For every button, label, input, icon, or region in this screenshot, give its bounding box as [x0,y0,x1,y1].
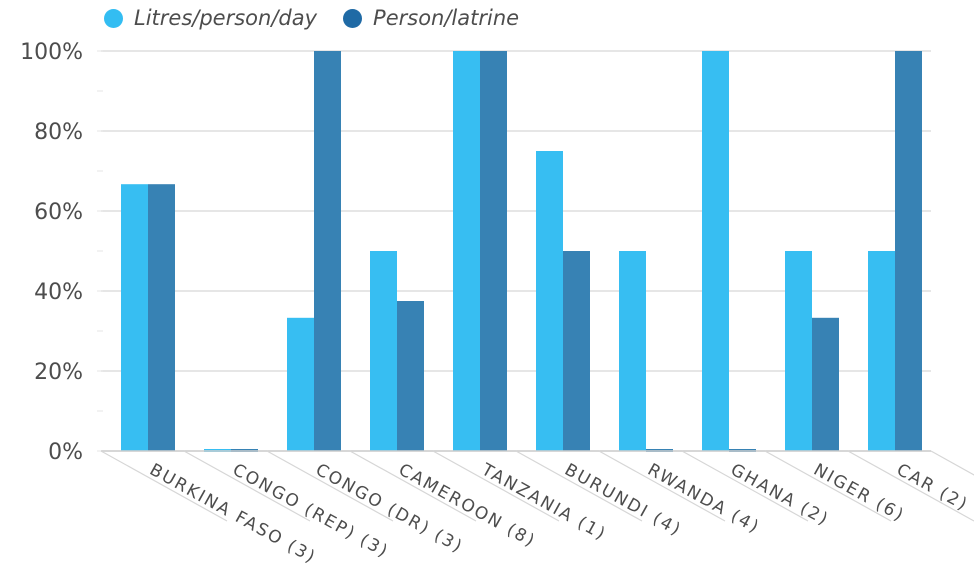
bar-layer [121,51,922,452]
bar-litres [287,317,314,451]
bar-litres [619,251,646,451]
bar-litres [868,251,895,451]
x-category-separator [515,450,643,522]
chart-legend: Litres/person/day Person/latrine [104,6,545,30]
bar-litres [702,51,729,451]
bar-latrine [314,51,341,451]
x-category-separator [100,450,228,522]
bar-latrine [563,251,590,451]
y-tick-label: 40% [34,280,83,305]
x-category-separator [349,450,477,522]
x-category-separator [847,450,974,522]
y-tick-label: 20% [34,360,83,385]
bar-latrine [148,184,175,451]
x-category-separator [930,450,974,476]
bar-litres [370,251,397,451]
bar-latrine [812,317,839,451]
legend-swatch-latrine [343,8,363,28]
y-tick-label: 0% [48,440,83,465]
x-category-separator [681,450,809,522]
bar-latrine [895,51,922,451]
bar-latrine [397,301,424,451]
legend-label-litres: Litres/person/day [134,6,318,30]
x-category-separator [764,450,892,522]
x-category-separator [183,450,311,522]
legend-item-latrine: Person/latrine [343,6,519,30]
bar-litres [121,184,148,451]
legend-item-litres: Litres/person/day [104,6,317,30]
bar-litres [453,51,480,451]
x-category-separator [432,450,560,522]
bar-latrine [480,51,507,451]
x-category-separator [266,450,394,522]
y-tick-label: 100% [20,40,83,65]
bar-litres [785,251,812,451]
bar-litres [536,151,563,451]
y-tick-label: 60% [34,200,83,225]
x-tick-label: CAMEROON (8) [395,460,539,552]
legend-label-latrine: Person/latrine [373,6,520,30]
legend-swatch-litres [104,8,123,28]
y-tick-label: 80% [34,120,83,145]
x-category-separator [598,450,726,522]
